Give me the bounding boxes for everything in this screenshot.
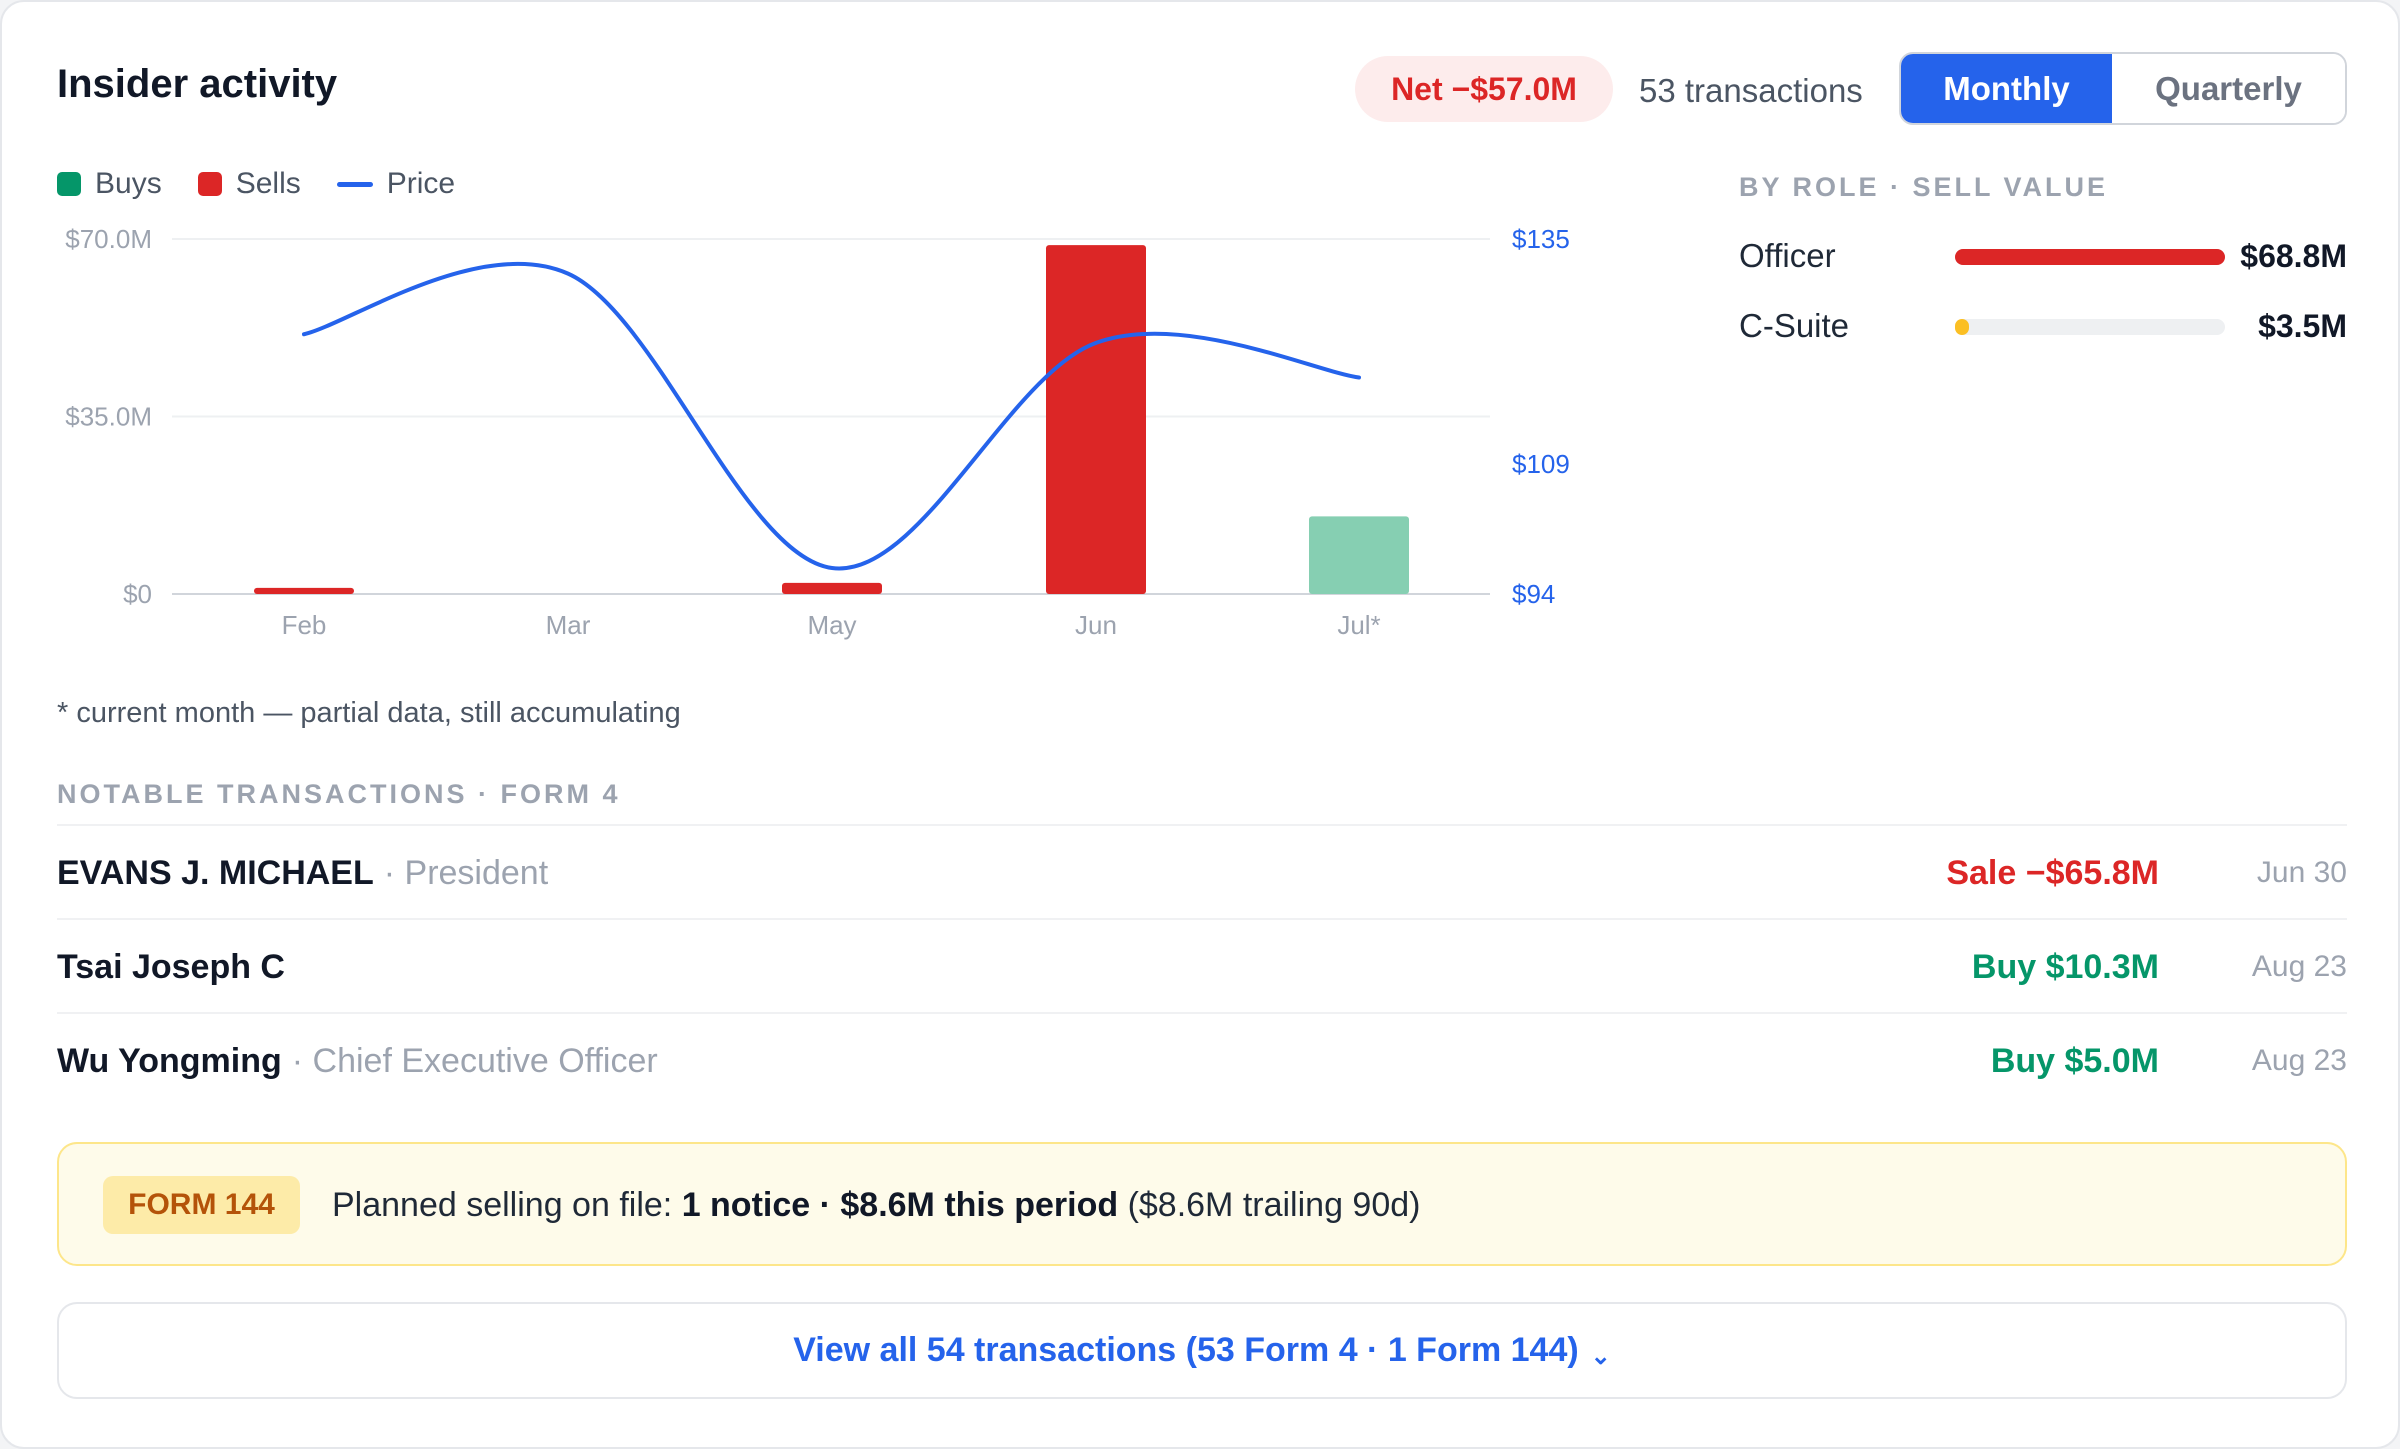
y-left-tick-label: $35.0M [65,402,152,432]
view-all-transactions-button[interactable]: View all 54 transactions (53 Form 4 · 1 … [57,1302,2347,1399]
legend-sells-label: Sells [235,167,301,200]
x-tick-label: Jun [1075,610,1117,640]
buys-bar [1309,516,1409,594]
view-all-label: View all 54 transactions (53 Form 4 · 1 … [793,1331,1579,1369]
monthly-button[interactable]: Monthly [1901,54,2112,123]
role-value: $68.8M [2240,238,2347,274]
transaction-person-cell: EVANS J. MICHAEL · President [57,826,548,920]
legend-buys: Buys [57,167,162,201]
form144-suffix: ($8.6M trailing 90d) [1127,1186,1421,1224]
transaction-person-cell: Tsai Joseph C [57,920,285,1014]
price-line-icon [336,181,373,187]
chart-legend: Buys Sells Price [57,167,491,201]
transaction-date: Jun 30 [2256,856,2347,889]
y-left-tick-label: $0 [123,579,152,609]
transaction-person: Wu Yongming [57,1041,282,1080]
insider-chart: $70.0M $35.0M $0 $135 $109 $94 Feb Mar May Jun Jul… [65,224,1570,640]
buys-swatch-icon [57,172,81,196]
transaction-row[interactable]: Wu Yongming · Chief Executive Officer Bu… [57,1012,2347,1106]
role-row-officer: Officer $68.8M [1739,234,2347,278]
sells-bar [254,587,354,594]
chevron-down-icon: ⌄ [1590,1343,1611,1370]
role-name: C-Suite [1739,307,1850,344]
transaction-person: Tsai Joseph C [57,947,285,986]
chart-footnote: * current month — partial data, still ac… [57,697,681,729]
transaction-amount: Buy $10.3M [1971,947,2159,986]
role-bar-fill [1955,249,2225,265]
sells-bar [1046,245,1146,595]
transaction-row[interactable]: EVANS J. MICHAEL · President Sale −$65.8… [57,824,2347,918]
form144-badge: FORM 144 [103,1176,300,1234]
role-name: Officer [1739,237,1836,274]
legend-price: Price [336,167,456,201]
card-title: Insider activity [57,62,338,106]
net-badge: Net −$57.0M [1355,56,1613,122]
transaction-role: · Chief Executive Officer [291,1041,658,1080]
transaction-row[interactable]: Tsai Joseph C Buy $10.3M Aug 23 [57,918,2347,1012]
legend-sells: Sells [197,167,301,201]
sells-swatch-icon [197,172,222,196]
form144-bold: 1 notice · $8.6M this period [681,1186,1119,1224]
notable-transactions-heading: NOTABLE TRANSACTIONS · FORM 4 [57,779,621,809]
transaction-date: Aug 23 [2251,1044,2347,1077]
transaction-person-cell: Wu Yongming · Chief Executive Officer [57,1014,658,1108]
role-bar-fill [1955,319,1969,335]
transaction-amount: Sale −$65.8M [1946,853,2159,892]
role-bar-track [1955,249,2225,265]
form144-text: Planned selling on file: 1 notice · $8.6… [332,1186,1420,1225]
transaction-date: Aug 23 [2251,950,2347,983]
by-role-heading: BY ROLE · SELL VALUE [1739,172,2109,202]
role-bar-track [1955,319,2225,335]
quarterly-button[interactable]: Quarterly [2112,54,2345,123]
price-line [302,261,1361,571]
role-row-c-suite: C-Suite $3.5M [1739,304,2347,348]
y-right-tick-label: $135 [1512,224,1570,254]
y-right-tick-label: $109 [1512,449,1570,479]
transactions-count: 53 transactions [1639,72,1863,109]
legend-buys-label: Buys [95,167,162,200]
x-tick-label: Jul* [1337,610,1380,640]
transaction-person: EVANS J. MICHAEL [57,853,374,892]
x-tick-label: May [807,610,856,640]
transaction-amount: Buy $5.0M [1990,1041,2159,1080]
y-left-tick-label: $70.0M [65,224,152,254]
legend-price-label: Price [386,167,456,200]
y-right-tick-label: $94 [1512,579,1555,609]
x-tick-label: Feb [282,610,327,640]
transaction-role: · President [383,853,549,892]
form144-banner: FORM 144 Planned selling on file: 1 noti… [57,1142,2347,1266]
role-value: $3.5M [2258,308,2347,344]
x-tick-label: Mar [546,610,591,640]
sells-bar [782,582,882,594]
period-toggle: Monthly Quarterly [1899,52,2347,125]
form144-prefix: Planned selling on file: [332,1186,673,1224]
